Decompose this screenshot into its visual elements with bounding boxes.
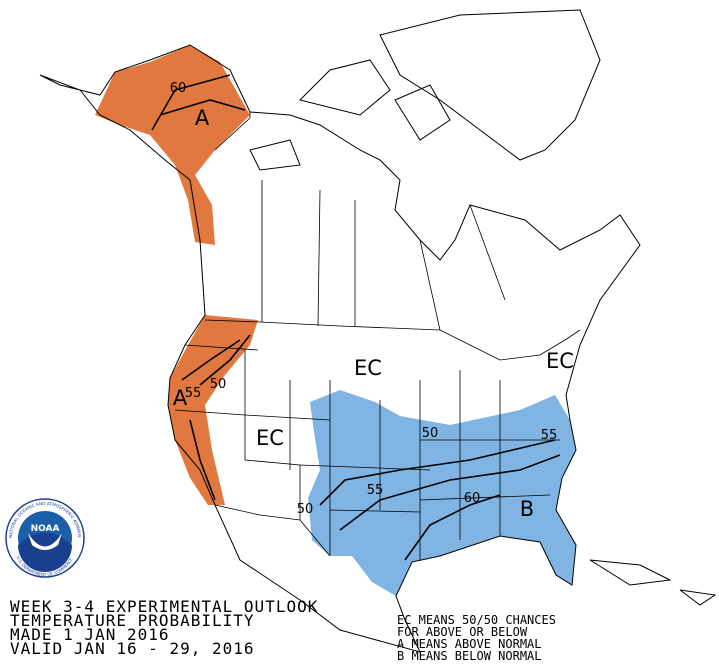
category-label: A (173, 386, 188, 410)
contour-label: 50 (297, 502, 314, 517)
contour-label: 55 (541, 428, 558, 443)
state-lines (174, 344, 560, 560)
legend-line: B MEANS BELOW NORMAL (397, 649, 542, 663)
contour-line (181, 334, 251, 501)
contour-label: 50 (422, 426, 439, 441)
title-line: VALID JAN 16 - 29, 2016 (10, 639, 255, 658)
contour-label: 55 (185, 386, 202, 401)
above-normal-alaska (95, 45, 250, 245)
contour-line (151, 74, 246, 131)
contour-label: 55 (367, 483, 384, 498)
greenland (379, 9, 601, 161)
logo-ring-top-path: NATIONAL OCEANIC AND ATMOSPHERIC ADMINIS… (0, 0, 82, 538)
province-lines (261, 180, 506, 331)
coastline (39, 44, 641, 653)
us-canada-border (204, 319, 581, 361)
caribbean (589, 559, 717, 606)
below-normal-south (308, 390, 576, 596)
contour-label: 60 (170, 81, 187, 96)
mexico-border (214, 504, 331, 557)
legend-line: A MEANS ABOVE NORMAL (397, 637, 542, 651)
category-label: A (195, 106, 210, 130)
arctic-islands (249, 59, 451, 171)
legend-line: EC MEANS 50/50 CHANCES (397, 613, 556, 627)
above-normal-west (168, 315, 258, 505)
logo-ring-top: NATIONAL OCEANIC AND ATMOSPHERIC ADMINIS… (0, 0, 82, 538)
alaska-border (214, 112, 251, 151)
contour-label: 60 (464, 491, 481, 506)
ec-label: EC (546, 349, 574, 373)
ec-label: EC (354, 356, 382, 380)
legend-line: FOR ABOVE OR BELOW (397, 625, 528, 639)
category-label: B (520, 497, 534, 521)
ec-label: EC (256, 426, 284, 450)
title-line: TEMPERATURE PROBABILITY (10, 611, 255, 630)
title-line: MADE 1 JAN 2016 (10, 625, 170, 644)
title-line: WEEK 3-4 EXPERIMENTAL OUTLOOK (10, 597, 318, 616)
contour-line (319, 439, 561, 561)
logo-name: NOAA (31, 524, 60, 534)
contour-label: 50 (210, 377, 227, 392)
